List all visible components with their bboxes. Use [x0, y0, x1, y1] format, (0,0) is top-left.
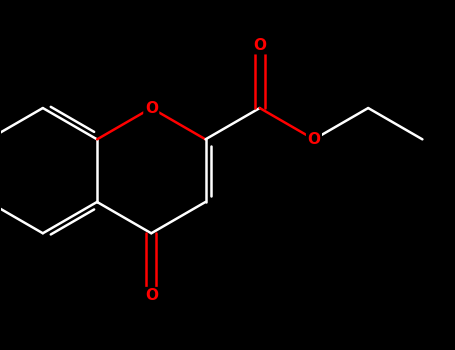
Text: O: O [145, 288, 158, 303]
Text: O: O [253, 38, 266, 53]
Text: O: O [145, 100, 158, 116]
Text: O: O [308, 132, 320, 147]
